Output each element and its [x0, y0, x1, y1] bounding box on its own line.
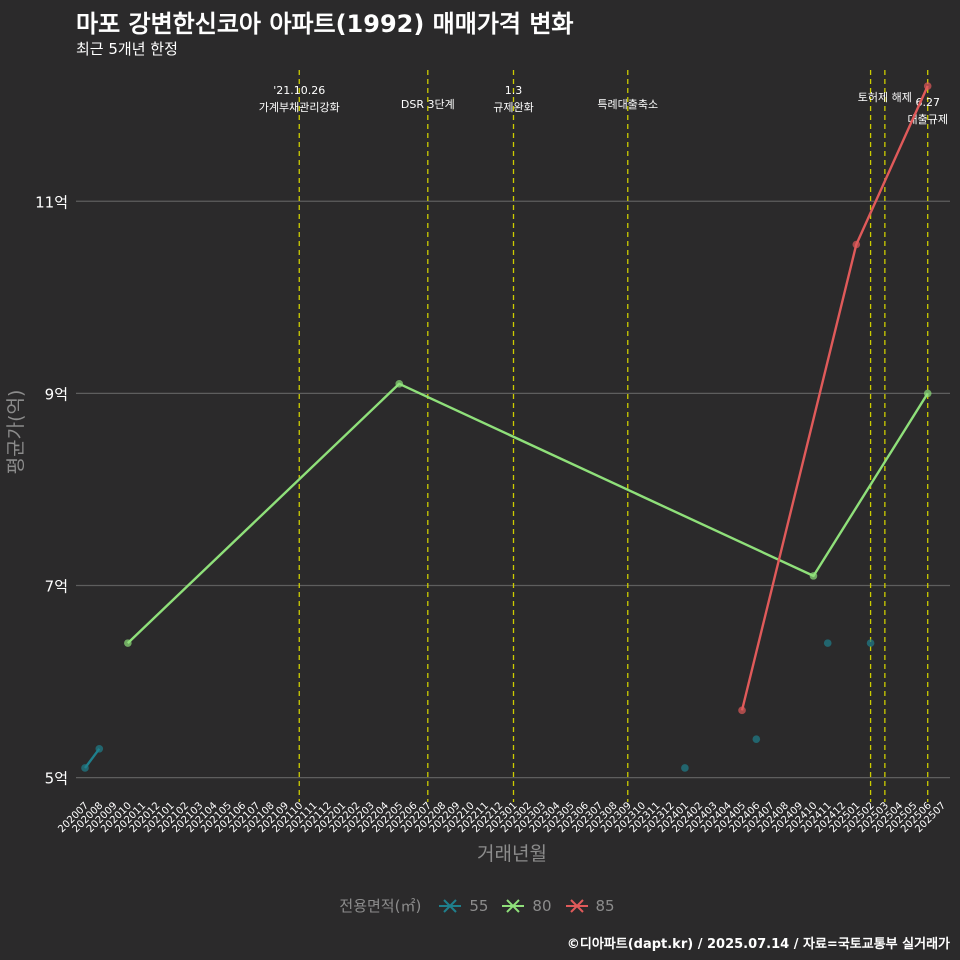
x-axis-label: 거래년월 — [477, 843, 547, 865]
legend-key-80-icon — [502, 898, 525, 913]
event-label: 토허제 해제 — [858, 90, 912, 104]
legend-key-85-icon — [565, 898, 588, 913]
legend-item-55: 55 — [437, 896, 488, 916]
y-tick-label: 11억 — [35, 193, 68, 211]
legend: 전용면적(㎡) 55 80 85 — [0, 895, 960, 916]
event-label: 특례대출축소 — [597, 98, 658, 111]
series-line-55 — [84, 748, 101, 769]
data-point-55 — [752, 735, 761, 743]
series-line-80 — [126, 382, 929, 644]
data-point-85 — [923, 82, 932, 90]
y-axis-label: 평균가(억) — [5, 390, 27, 475]
data-point-85 — [738, 706, 746, 715]
y-tick-label: 7억 — [45, 577, 68, 595]
legend-item-85: 85 — [564, 896, 615, 916]
data-point-80 — [809, 572, 818, 580]
data-point-55 — [823, 639, 832, 647]
x-tick-layer: 2020072020082020092020102020112020122021… — [56, 800, 948, 835]
event-label: 가계부채관리강화 — [259, 101, 340, 114]
series-line-85 — [740, 85, 929, 711]
legend-label-55: 55 — [469, 896, 489, 915]
y-tick-layer: 5억 7억 9억 11억 — [35, 193, 68, 787]
event-label: 규제완화 — [493, 101, 533, 114]
event-label: 대출규제 — [907, 113, 947, 126]
data-point-80 — [923, 389, 932, 398]
data-point-85 — [852, 240, 861, 249]
legend-key-55-icon — [439, 898, 462, 913]
event-layer: '21.10.26 가계부채관리강화 DSR 3단계 1.3 규제완화 특례대출축소 토허제… — [259, 70, 948, 802]
legend-label-80: 80 — [532, 896, 552, 915]
y-tick-label: 5억 — [45, 770, 68, 788]
legend-item-80: 80 — [500, 896, 552, 916]
chart-caption: ©디아파트(dapt.kr) / 2025.07.14 / 자료=국토교통부 실… — [566, 937, 950, 952]
legend-title: 전용면적(㎡) — [339, 897, 422, 915]
event-label: 1.3 — [505, 84, 523, 97]
legend-label-85: 85 — [595, 896, 615, 915]
y-tick-label: 9억 — [45, 385, 68, 403]
chart-subtitle: 최근 5개년 한정 — [76, 40, 178, 58]
data-point-55 — [81, 764, 89, 772]
data-point-55 — [681, 764, 689, 772]
data-point-55 — [95, 744, 104, 753]
data-point-80 — [124, 639, 132, 647]
series-layer — [81, 82, 932, 772]
event-label: DSR 3단계 — [401, 98, 455, 111]
event-label: '21.10.26 — [273, 84, 325, 97]
data-point-55 — [866, 639, 875, 647]
chart-title: 마포 강변한신코아 아파트(1992) 매매가격 변화 — [76, 10, 574, 38]
data-point-80 — [395, 379, 404, 388]
